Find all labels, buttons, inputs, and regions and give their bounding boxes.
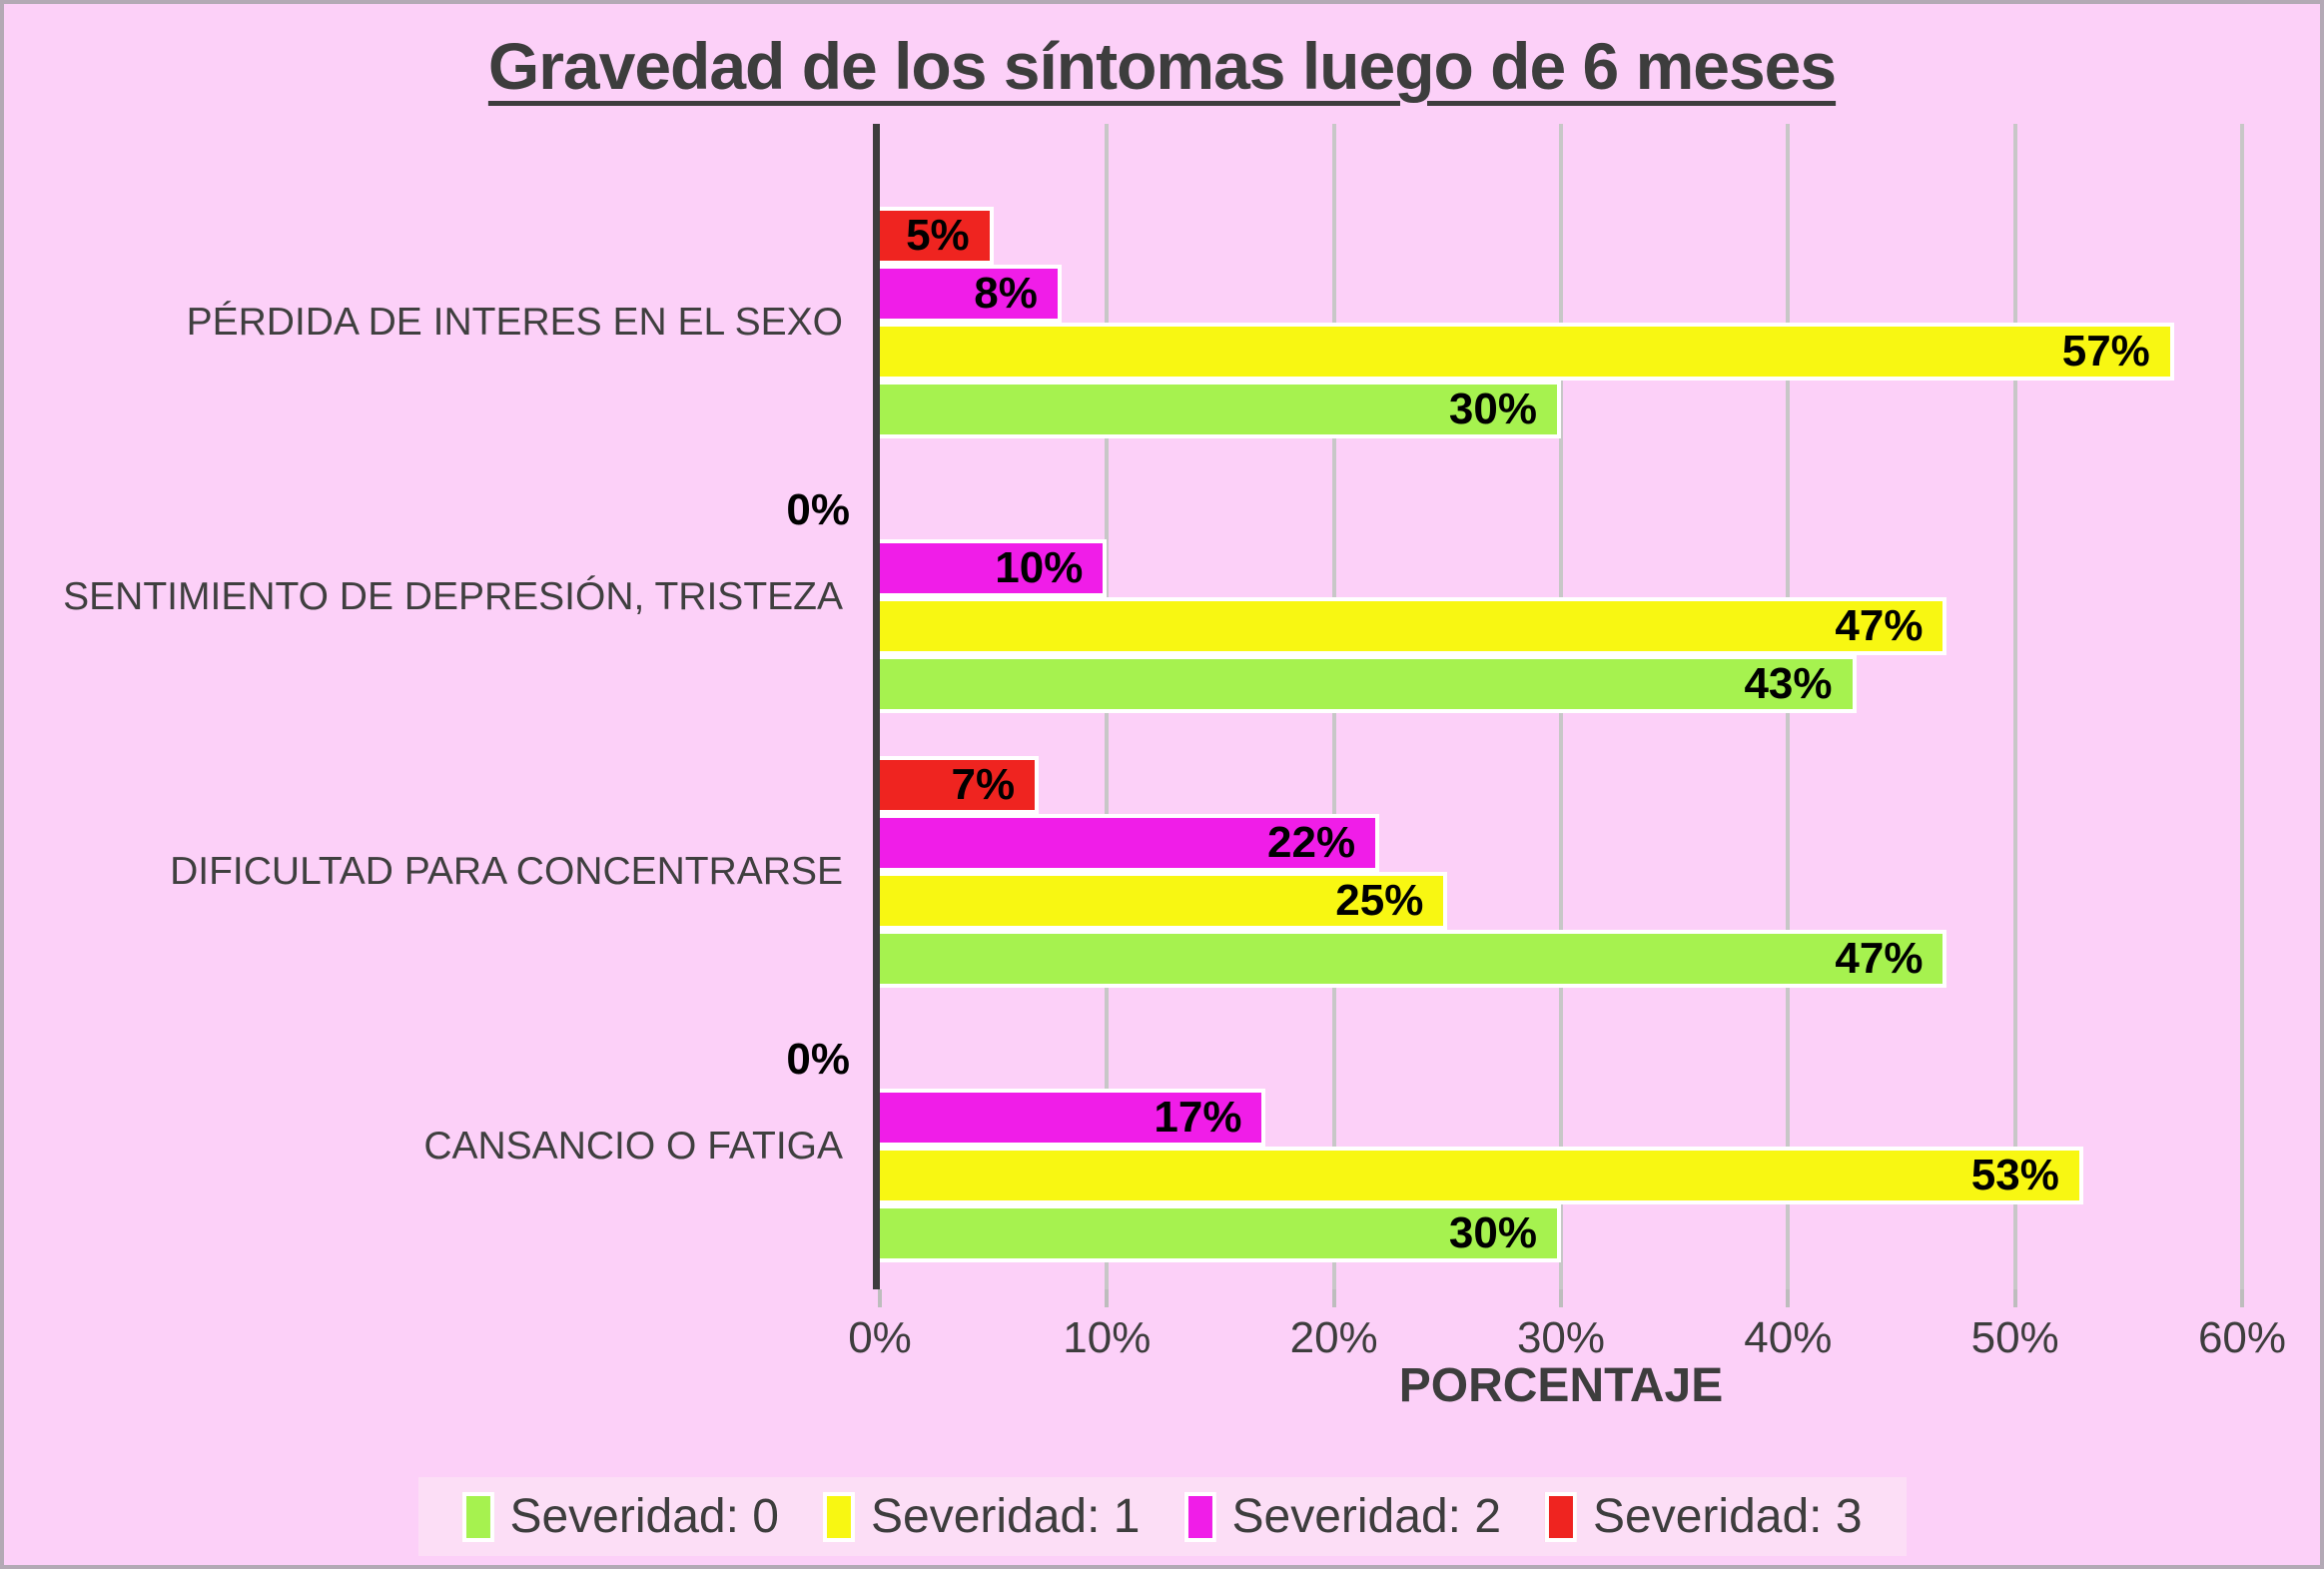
legend: Severidad: 0 Severidad: 1 Severidad: 2 Seve… [417,1477,1907,1556]
y-axis-line [873,124,880,1289]
category-label-dificultad-para-concentrarse: DIFICULTAD PARA CONCENTRARSE [170,850,843,893]
bar-row-severidad-1-cansancio-o-fatiga: 53% [880,1147,2242,1204]
bar-row-severidad-1-p-rdida-de-interes-en-el-sexo: 57% [880,323,2242,381]
legend-swatch-severidad-2 [1183,1491,1216,1542]
bar-value-label-zero: 0% [786,485,850,534]
bar-value-label: 7% [951,760,1016,809]
bar-severidad-3-dificultad-para-concentrarse: 7% [880,756,1040,814]
bar-row-severidad-3-sentimiento-de-depresi-n-tristeza: 0% [786,481,2242,539]
bar-severidad-1-p-rdida-de-interes-en-el-sexo: 57% [880,323,2174,381]
chart-title: Gravedad de los síntomas luego de 6 mese… [487,29,1837,103]
bar-row-severidad-2-sentimiento-de-depresi-n-tristeza: 10% [880,539,2242,597]
bar-row-severidad-0-p-rdida-de-interes-en-el-sexo: 30% [880,381,2242,438]
legend-label-severidad-3: Severidad: 3 [1593,1490,1863,1543]
x-tick-label-40: 40% [1744,1313,1833,1362]
bar-value-label: 47% [1835,601,1924,650]
category-label-cansancio-o-fatiga: CANSANCIO O FATIGA [423,1125,843,1168]
x-tick-label-30: 30% [1516,1313,1606,1362]
bar-severidad-0-dificultad-para-concentrarse: 47% [880,930,1947,988]
bar-row-severidad-2-cansancio-o-fatiga: 17% [880,1089,2242,1147]
x-tick-mark-30 [1559,1289,1563,1307]
plot-area: 0% 10% 20% 30% 40% 50% 60% 5% 8% 57% 30% 0% 10% 47% 43… [786,124,2286,1362]
bar-group-dificultad-para-concentrarse: 7% 22% 25% 47% [880,756,2242,988]
bar-group-cansancio-o-fatiga: 0% 17% 53% 30% [786,1031,2242,1262]
bar-value-label: 53% [1970,1151,2059,1199]
bar-row-severidad-2-dificultad-para-concentrarse: 22% [880,814,2242,872]
bar-severidad-2-sentimiento-de-depresi-n-tristeza: 10% [880,539,1108,597]
legend-swatch-severidad-3 [1545,1491,1578,1542]
bar-severidad-1-cansancio-o-fatiga: 53% [880,1147,2083,1204]
x-tick-label-20: 20% [1289,1313,1378,1362]
bar-value-label: 8% [974,269,1038,318]
bar-value-label: 10% [995,543,1084,592]
legend-item-severidad-1: Severidad: 1 [822,1489,1141,1544]
category-label-p-rdida-de-interes-en-el-sexo: PÉRDIDA DE INTERES EN EL SEXO [186,301,843,344]
x-tick-mark-40 [1786,1289,1791,1307]
bar-group-p-rdida-de-interes-en-el-sexo: 5% 8% 57% 30% [880,207,2242,438]
x-axis-title: PORCENTAJE [1398,1359,1724,1412]
bar-severidad-0-cansancio-o-fatiga: 30% [880,1204,1561,1262]
x-tick-mark-10 [1105,1289,1110,1307]
bar-row-severidad-0-sentimiento-de-depresi-n-tristeza: 43% [880,655,2242,713]
bar-row-severidad-1-sentimiento-de-depresi-n-tristeza: 47% [880,597,2242,655]
bar-value-label: 5% [906,211,970,260]
legend-label-severidad-1: Severidad: 1 [870,1490,1141,1543]
gridline-60 [2240,124,2244,1289]
bar-value-label: 25% [1335,876,1424,925]
bar-row-severidad-3-cansancio-o-fatiga: 0% [786,1031,2242,1089]
bar-value-label: 43% [1744,659,1833,708]
legend-swatch-severidad-0 [461,1491,494,1542]
x-tick-mark-0 [878,1289,882,1307]
gridline-50 [2012,124,2017,1289]
x-tick-mark-20 [1331,1289,1336,1307]
x-tick-label-60: 60% [2197,1313,2287,1362]
bar-severidad-1-sentimiento-de-depresi-n-tristeza: 47% [880,597,1947,655]
legend-label-severidad-0: Severidad: 0 [509,1490,779,1543]
bar-row-severidad-3-dificultad-para-concentrarse: 7% [880,756,2242,814]
bar-severidad-2-cansancio-o-fatiga: 17% [880,1089,1266,1147]
category-label-sentimiento-de-depresi-n-tristeza: SENTIMIENTO DE DEPRESIÓN, TRISTEZA [63,575,843,618]
x-tick-label-0: 0% [848,1313,912,1362]
x-tick-mark-50 [2012,1289,2017,1307]
x-tick-label-50: 50% [1970,1313,2059,1362]
x-tick-label-10: 10% [1063,1313,1152,1362]
bar-value-label: 30% [1448,385,1537,433]
bar-value-label: 30% [1448,1208,1537,1257]
bar-row-severidad-0-cansancio-o-fatiga: 30% [880,1204,2242,1262]
bar-group-sentimiento-de-depresi-n-tristeza: 0% 10% 47% 43% [786,481,2242,713]
bar-severidad-2-p-rdida-de-interes-en-el-sexo: 8% [880,265,1062,323]
bar-severidad-0-sentimiento-de-depresi-n-tristeza: 43% [880,655,1857,713]
bar-severidad-2-dificultad-para-concentrarse: 22% [880,814,1380,872]
legend-item-severidad-3: Severidad: 3 [1545,1489,1863,1544]
bar-severidad-0-p-rdida-de-interes-en-el-sexo: 30% [880,381,1561,438]
bar-severidad-3-p-rdida-de-interes-en-el-sexo: 5% [880,207,994,265]
legend-swatch-severidad-1 [822,1491,855,1542]
bar-row-severidad-0-dificultad-para-concentrarse: 47% [880,930,2242,988]
x-tick-mark-60 [2240,1289,2244,1307]
bar-value-label: 17% [1154,1093,1242,1142]
bar-value-label: 57% [2061,327,2150,376]
bar-row-severidad-3-p-rdida-de-interes-en-el-sexo: 5% [880,207,2242,265]
bar-value-label-zero: 0% [786,1035,850,1084]
legend-label-severidad-2: Severidad: 2 [1231,1490,1502,1543]
bar-row-severidad-2-p-rdida-de-interes-en-el-sexo: 8% [880,265,2242,323]
legend-item-severidad-2: Severidad: 2 [1183,1489,1502,1544]
category-axis-labels: PÉRDIDA DE INTERES EN EL SEXO SENTIMIENTO… [4,124,843,1289]
bar-severidad-1-dificultad-para-concentrarse: 25% [880,872,1448,930]
legend-item-severidad-0: Severidad: 0 [461,1489,779,1544]
bar-row-severidad-1-dificultad-para-concentrarse: 25% [880,872,2242,930]
bar-value-label: 22% [1267,818,1356,867]
bar-value-label: 47% [1835,934,1924,983]
